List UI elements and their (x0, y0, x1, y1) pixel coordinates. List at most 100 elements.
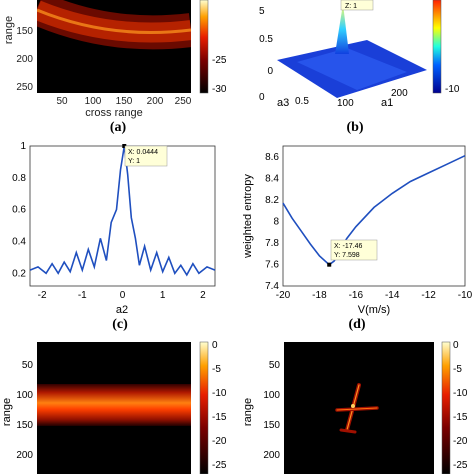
ytick-e: 200 (16, 450, 33, 461)
caption-b: (b) (346, 120, 363, 135)
ytick-e: 100 (16, 390, 33, 401)
xtick-d: -12 (421, 290, 436, 301)
xtick-a: 100 (85, 96, 102, 107)
surface-ridge (297, 48, 407, 90)
a3-tick: 0 (259, 92, 265, 103)
xtick-c: 2 (200, 290, 206, 301)
ztick-b: 0 (267, 66, 273, 77)
xtick-a: 250 (175, 96, 192, 107)
cbar-tick-f: -20 (453, 436, 468, 447)
xtick-c: -2 (38, 290, 47, 301)
colorbar-a (199, 0, 209, 94)
cbar-tick-e: -15 (212, 412, 227, 423)
xtick-d: -18 (312, 290, 327, 301)
a1-tick: 100 (337, 98, 354, 109)
datatip-d-x: X: -17.46 (334, 243, 363, 250)
datatip-b-text: Z: 1 (345, 3, 357, 10)
a1-tick: 200 (391, 88, 408, 99)
xtick-a: 200 (147, 96, 164, 107)
datatip-c-x: X: 0.0444 (128, 149, 158, 156)
ytick-e: 150 (16, 420, 33, 431)
ytick-a: 250 (16, 82, 33, 93)
ylabel-f: range (242, 398, 254, 426)
ytick-c: 0.4 (12, 236, 26, 247)
ytick-d: 8.2 (265, 195, 279, 206)
ytick-d: 8 (273, 216, 279, 227)
cbar-tick-e: -10 (212, 388, 227, 399)
ytick-f: 200 (263, 450, 280, 461)
xlabel-d: V(m/s) (358, 304, 390, 316)
cbar-tick-e: 0 (212, 340, 218, 351)
aircraft-shape (335, 383, 379, 434)
arc-band (37, 0, 191, 50)
colorbar-b (432, 0, 442, 94)
xtick-d: -14 (385, 290, 400, 301)
datatip-c-y: Y: 1 (128, 158, 140, 165)
ztick-b: 0.5 (259, 34, 273, 45)
ytick-a: 200 (16, 54, 33, 65)
panel-f: 50 100 150 200 range 0 -5 -10 -15 -20 -2… (242, 340, 468, 474)
datatip-c (124, 145, 168, 167)
ytick-d: 7.8 (265, 238, 279, 249)
peak-marker-c (122, 144, 127, 148)
cbar-tick-e: -25 (212, 460, 227, 471)
colorbar-e (199, 341, 209, 474)
datatip-b (340, 0, 374, 11)
datatip-d-y: Y: 7.598 (334, 252, 360, 259)
xtick-d: -16 (349, 290, 364, 301)
ytick-f: 50 (269, 360, 281, 371)
cbar-tick-f: -10 (453, 388, 468, 399)
min-marker-d (327, 262, 332, 267)
ytick-d: 7.4 (265, 281, 279, 292)
xtick-a: 50 (56, 96, 68, 107)
ytick-c: 0.6 (12, 205, 26, 216)
ytick-a: 150 (16, 26, 33, 37)
panel-a: 150 200 250 50 100 150 200 250 cross ran… (3, 0, 227, 135)
strip-band (37, 384, 191, 426)
xtick-d: -10 (458, 290, 473, 301)
plot-area-d (282, 145, 466, 287)
ytick-d: 8.6 (265, 152, 279, 163)
surface-peak (335, 4, 349, 54)
caption-d: (d) (348, 317, 365, 332)
cbar-tick-a: -25 (212, 55, 227, 66)
panel-c: 10.80.60.40.2 -2 -1 0 1 2 X: 0.0444 Y: 1 a2 … (12, 141, 216, 332)
xlabel-a: cross range (85, 107, 142, 119)
ylabel-d: weighted entropy (242, 174, 254, 259)
xtick-c: 0 (120, 290, 126, 301)
axis-a3-label: a3 (277, 97, 289, 109)
cbar-tick-f: -5 (453, 364, 462, 375)
ytick-c: 0.8 (12, 173, 26, 184)
cbar-tick-f: -25 (453, 460, 468, 471)
ytick-c: 0.2 (12, 268, 26, 279)
cbar-tick-b: -10 (445, 84, 460, 95)
ytick-f: 150 (263, 420, 280, 431)
ytick-f: 100 (263, 390, 280, 401)
axis-a1-label: a1 (381, 97, 393, 109)
cbar-tick-f: 0 (453, 340, 459, 351)
xlabel-c: a2 (116, 304, 128, 316)
xtick-a: 150 (116, 96, 133, 107)
caption-c: (c) (112, 317, 128, 332)
datatip-d (330, 239, 378, 261)
ytick-d: 8.4 (265, 173, 279, 184)
ytick-c: 1 (20, 141, 26, 152)
caption-a: (a) (110, 120, 127, 135)
panel-d: 8.6 8.4 8.2 8 7.8 7.6 7.4 -20 -18 -16 -14 -12 -10 X… (242, 145, 473, 332)
panel-b: 5 0.5 0 Z: 1 0.5 0 100 200 a3 a1 -10 (b) (259, 0, 460, 135)
ztick-top: 5 (259, 6, 265, 17)
cbar-tick-e: -5 (212, 364, 221, 375)
ylabel-e: range (1, 398, 13, 426)
xtick-d: -20 (276, 290, 291, 301)
xtick-c: -1 (78, 290, 87, 301)
ytick-d: 7.6 (265, 259, 279, 270)
ylabel-a: range (3, 16, 15, 44)
a3-tick: 0.5 (295, 96, 309, 107)
xtick-c: 1 (160, 290, 166, 301)
cbar-tick-a: -30 (212, 84, 227, 95)
panel-e: 50 100 150 200 range 0 -5 -10 -15 -20 -2… (1, 340, 227, 474)
plot-area-c (29, 145, 216, 287)
cbar-tick-e: -20 (212, 436, 227, 447)
colorbar-f (441, 341, 451, 474)
cbar-tick-f: -15 (453, 412, 468, 423)
